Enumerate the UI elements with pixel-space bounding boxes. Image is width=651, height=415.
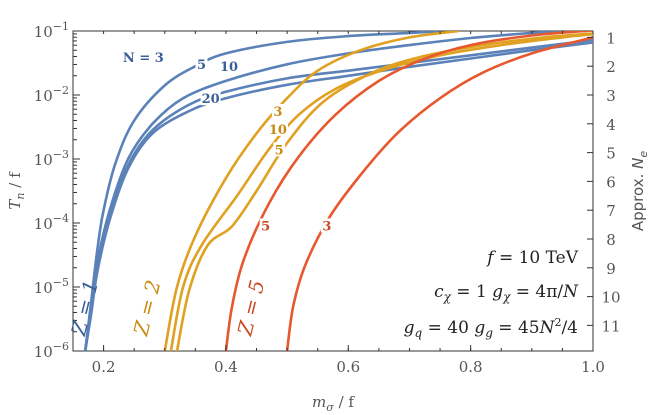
- z-label: Z = 2: [128, 278, 165, 339]
- curve-label: 10: [269, 123, 287, 138]
- y-tick-label: 10−3: [34, 148, 69, 169]
- y2-tick-label: 11: [601, 317, 620, 335]
- x-tick-label: 0.4: [214, 358, 238, 376]
- curve-label: 3: [322, 219, 331, 234]
- y2-tick-label: 1: [606, 29, 616, 47]
- y2-axis-label: Approx. Ne: [629, 151, 650, 232]
- annotation-c-g-chi: cχ = 1 gχ = 4π/N: [434, 282, 579, 304]
- y2-tick-label: 7: [606, 202, 616, 220]
- curve-label-bg: [200, 91, 221, 106]
- y2-tick-label: 2: [606, 58, 616, 76]
- annotation-f: f = 10 TeV: [485, 248, 578, 268]
- curve-label-bg: [121, 50, 166, 65]
- curve-label-bg: [219, 59, 239, 74]
- curve-label: 5: [261, 219, 270, 234]
- curve-label-bg: [195, 57, 208, 72]
- z-label: Z = 5: [232, 278, 269, 339]
- y-ticks: 10−1 10−2 10−3 10−4 10−5 10−6: [34, 20, 80, 361]
- x-tick-label: 0.8: [459, 358, 483, 376]
- x-tick-label: 1.0: [581, 358, 605, 376]
- curve-label-bg: [271, 103, 284, 118]
- series-line-z1-0: [83, 31, 442, 351]
- x-axis-label: mσ / f: [312, 393, 355, 414]
- y2-tick-label: 4: [606, 116, 616, 134]
- y2-tick-label: 8: [606, 231, 616, 249]
- series-line-z2-4: [163, 31, 460, 351]
- series-line-z5-7: [224, 31, 593, 351]
- curve-label: N = 3: [123, 51, 164, 66]
- curve-labels: N = 3 5 10 20 3 10 5 5 3: [121, 50, 333, 234]
- curve-label: 5: [197, 58, 206, 73]
- curve-label: 5: [275, 143, 284, 158]
- curve-label: 20: [202, 92, 220, 107]
- z-label: Z = 1: [66, 278, 103, 339]
- y-axis-label: Tn / f: [6, 171, 27, 210]
- curve-label-bg: [320, 218, 333, 233]
- y2-tick-label: 3: [606, 87, 616, 105]
- plot-frame: [72, 30, 594, 352]
- y2-ticks: 1 2 3 4 5 6 7 8 9 10 11: [587, 29, 621, 335]
- curves: [83, 31, 593, 351]
- series-line-z5-8: [285, 36, 593, 351]
- y2-tick-label: 6: [606, 173, 616, 191]
- y-tick-label: 10−4: [34, 212, 69, 233]
- y-tick-label: 10−5: [34, 276, 69, 297]
- y2-tick-label: 9: [606, 260, 616, 278]
- y-tick-label: 10−2: [34, 84, 69, 105]
- curve-label-bg: [259, 218, 272, 233]
- y2-tick-label: 10: [601, 289, 620, 307]
- curve-label-bg: [273, 142, 286, 157]
- y-tick-label: 10−1: [34, 20, 69, 41]
- y-tick-label: 10−6: [34, 340, 69, 361]
- series-line-z2-5: [169, 32, 593, 351]
- curve-label-bg: [267, 121, 288, 136]
- series-line-z2-6: [175, 32, 593, 351]
- y2-tick-label: 5: [606, 145, 616, 163]
- x-tick-label: 0.6: [336, 358, 360, 376]
- x-ticks: 0.2 0.4 0.6 0.8 1.0: [72, 31, 605, 376]
- curve-label: 3: [273, 105, 282, 120]
- x-tick-label: 0.2: [92, 358, 116, 376]
- annotation-gq-gg: gq = 40 gg = 45N2/4: [404, 316, 578, 340]
- curve-label: 10: [220, 60, 238, 75]
